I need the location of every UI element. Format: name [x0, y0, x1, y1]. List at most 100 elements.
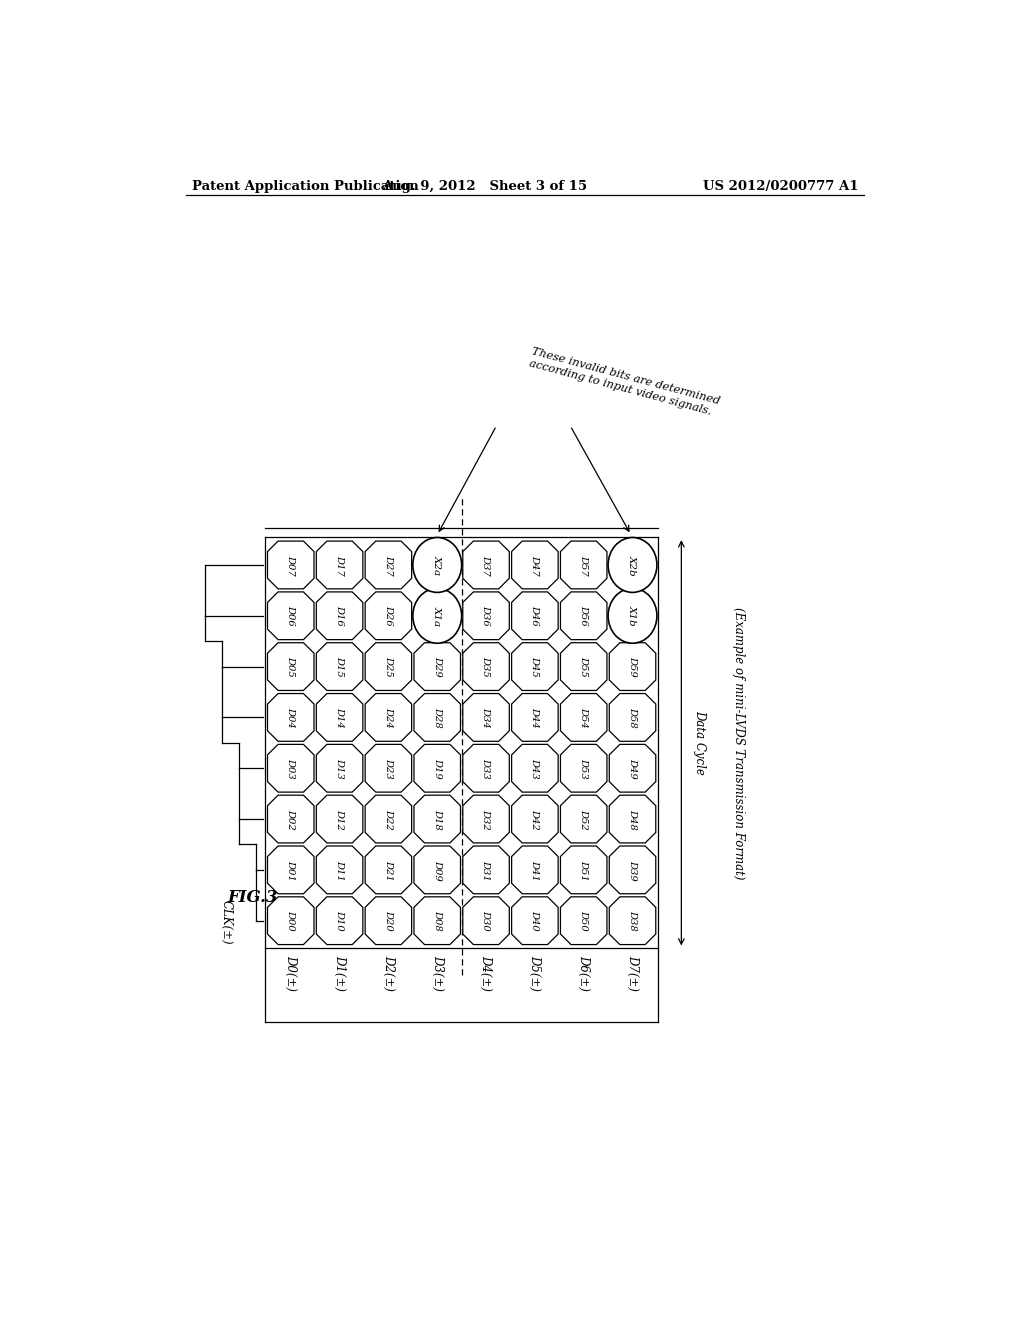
Text: D36: D36: [481, 606, 490, 626]
Text: Aug. 9, 2012   Sheet 3 of 15: Aug. 9, 2012 Sheet 3 of 15: [382, 180, 587, 193]
Text: D27: D27: [384, 554, 393, 576]
Text: D47: D47: [530, 554, 540, 576]
Text: D3(±): D3(±): [431, 954, 443, 990]
Text: X1b: X1b: [628, 606, 637, 626]
Text: D22: D22: [384, 809, 393, 829]
Polygon shape: [560, 744, 607, 792]
Text: D54: D54: [580, 708, 588, 727]
Text: D0(±): D0(±): [285, 954, 297, 990]
Polygon shape: [414, 896, 461, 945]
Text: X2a: X2a: [433, 554, 441, 576]
Polygon shape: [512, 744, 558, 792]
Text: D39: D39: [628, 859, 637, 880]
Polygon shape: [512, 643, 558, 690]
Polygon shape: [316, 643, 362, 690]
Polygon shape: [512, 541, 558, 589]
Polygon shape: [463, 693, 509, 742]
Polygon shape: [414, 795, 461, 843]
Text: D02: D02: [287, 809, 295, 829]
Polygon shape: [609, 643, 655, 690]
Polygon shape: [366, 693, 412, 742]
Ellipse shape: [413, 537, 462, 593]
Polygon shape: [609, 896, 655, 945]
Polygon shape: [560, 846, 607, 894]
Text: US 2012/0200777 A1: US 2012/0200777 A1: [702, 180, 858, 193]
Polygon shape: [512, 591, 558, 640]
Polygon shape: [316, 541, 362, 589]
Text: D48: D48: [628, 809, 637, 829]
Text: Patent Application Publication: Patent Application Publication: [191, 180, 418, 193]
Text: D12: D12: [335, 809, 344, 829]
Text: D37: D37: [481, 554, 490, 576]
Text: D13: D13: [335, 758, 344, 779]
Polygon shape: [463, 795, 509, 843]
Polygon shape: [267, 643, 314, 690]
Polygon shape: [316, 896, 362, 945]
Text: D53: D53: [580, 758, 588, 779]
Text: D55: D55: [580, 656, 588, 677]
Text: D50: D50: [580, 911, 588, 931]
Text: D23: D23: [384, 758, 393, 779]
Text: D29: D29: [433, 656, 441, 677]
Polygon shape: [267, 744, 314, 792]
Polygon shape: [316, 744, 362, 792]
Text: D10: D10: [335, 911, 344, 931]
Polygon shape: [609, 795, 655, 843]
Polygon shape: [316, 591, 362, 640]
Polygon shape: [316, 693, 362, 742]
Polygon shape: [560, 693, 607, 742]
Polygon shape: [267, 591, 314, 640]
Polygon shape: [463, 896, 509, 945]
Polygon shape: [609, 744, 655, 792]
Polygon shape: [267, 896, 314, 945]
Text: D52: D52: [580, 809, 588, 829]
Text: D1(±): D1(±): [333, 954, 346, 990]
Text: D11: D11: [335, 859, 344, 880]
Text: D25: D25: [384, 656, 393, 677]
Polygon shape: [512, 846, 558, 894]
Polygon shape: [267, 693, 314, 742]
Polygon shape: [609, 846, 655, 894]
Polygon shape: [560, 896, 607, 945]
Text: These invalid bits are determined
according to input video signals.: These invalid bits are determined accord…: [527, 347, 721, 418]
Text: X2b: X2b: [628, 554, 637, 576]
Text: D15: D15: [335, 656, 344, 677]
Polygon shape: [366, 643, 412, 690]
Text: D09: D09: [433, 859, 441, 880]
Polygon shape: [463, 591, 509, 640]
Text: D04: D04: [287, 708, 295, 727]
Ellipse shape: [608, 537, 657, 593]
Text: X1a: X1a: [433, 606, 441, 626]
Polygon shape: [316, 795, 362, 843]
Ellipse shape: [413, 589, 462, 643]
Text: D5(±): D5(±): [528, 954, 542, 990]
Polygon shape: [560, 541, 607, 589]
Polygon shape: [267, 846, 314, 894]
Text: D21: D21: [384, 859, 393, 880]
Polygon shape: [366, 795, 412, 843]
Text: D32: D32: [481, 809, 490, 829]
Polygon shape: [414, 693, 461, 742]
Polygon shape: [267, 541, 314, 589]
Text: D14: D14: [335, 708, 344, 727]
Polygon shape: [366, 591, 412, 640]
Polygon shape: [609, 693, 655, 742]
Polygon shape: [366, 846, 412, 894]
Text: D17: D17: [335, 554, 344, 576]
Text: FIG.3: FIG.3: [227, 890, 278, 906]
Text: D38: D38: [628, 911, 637, 931]
Polygon shape: [560, 591, 607, 640]
Text: D24: D24: [384, 708, 393, 727]
Polygon shape: [463, 541, 509, 589]
Polygon shape: [512, 896, 558, 945]
Text: CLK(±): CLK(±): [220, 900, 232, 945]
Text: D00: D00: [287, 911, 295, 931]
Polygon shape: [463, 643, 509, 690]
Polygon shape: [414, 643, 461, 690]
Text: D44: D44: [530, 708, 540, 727]
Text: Data Cycle: Data Cycle: [693, 710, 706, 775]
Text: D46: D46: [530, 606, 540, 626]
Text: D35: D35: [481, 656, 490, 677]
Text: D51: D51: [580, 859, 588, 880]
Text: D2(±): D2(±): [382, 954, 395, 990]
